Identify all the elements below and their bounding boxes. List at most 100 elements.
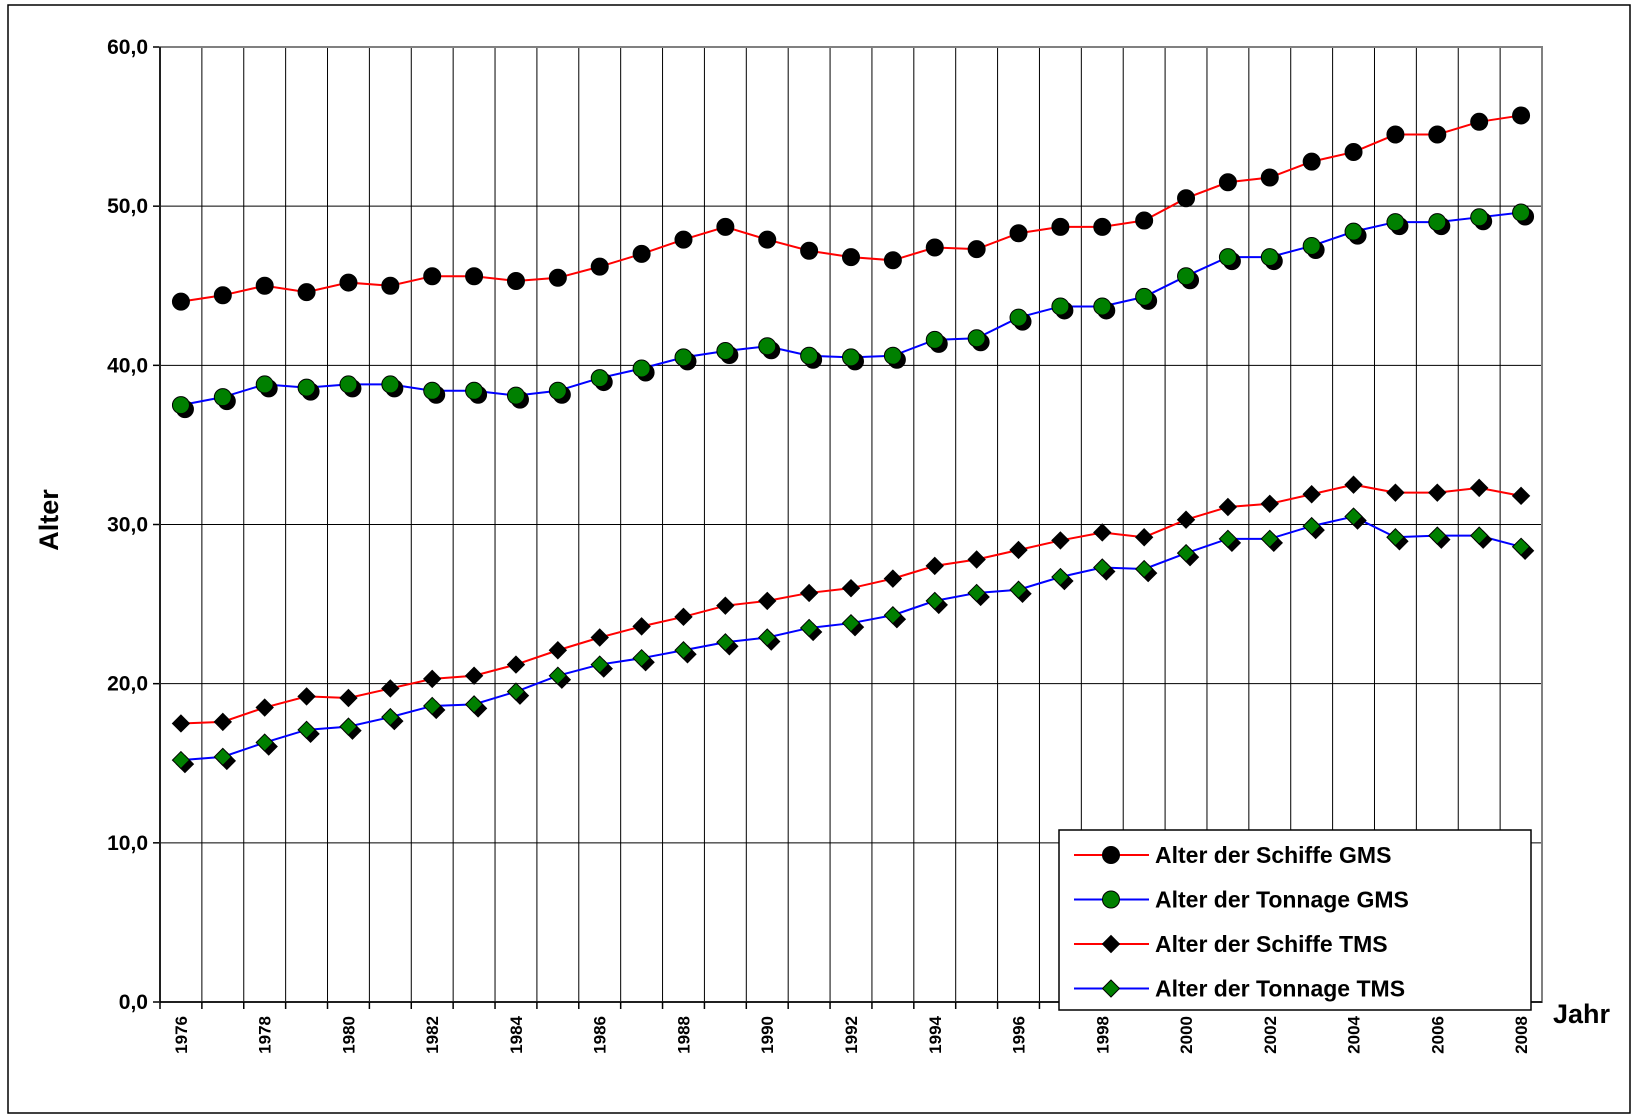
legend-label: Alter der Schiffe TMS [1155, 931, 1388, 957]
data-point [381, 276, 400, 295]
data-point [255, 698, 274, 717]
data-point [423, 267, 442, 286]
data-point [674, 348, 693, 367]
data-point [381, 707, 400, 727]
data-point [967, 240, 986, 259]
y-tick-label: 50,0 [107, 195, 148, 218]
data-point [925, 591, 944, 611]
data-point [758, 628, 777, 647]
y-tick-label: 40,0 [107, 354, 148, 377]
data-point [339, 717, 358, 736]
data-point [1093, 217, 1112, 236]
legend-marker [1101, 934, 1121, 954]
data-point [1386, 483, 1405, 502]
data-point [339, 688, 358, 708]
data-point [800, 346, 819, 365]
data-point [297, 378, 316, 397]
x-tick-label: 2004 [1345, 1015, 1364, 1053]
data-point [1469, 478, 1489, 498]
x-tick-label: 1988 [674, 1016, 693, 1054]
legend-marker [1102, 890, 1120, 909]
data-point [967, 550, 986, 569]
legend-label: Alter der Schiffe GMS [1155, 842, 1391, 868]
data-point [1260, 248, 1279, 267]
data-point [925, 238, 944, 257]
data-point [716, 633, 735, 652]
data-point [297, 687, 316, 706]
data-point [1051, 217, 1070, 236]
data-point [1093, 558, 1112, 577]
data-point [465, 381, 484, 400]
data-point [423, 381, 442, 400]
y-tick-label: 30,0 [107, 514, 148, 537]
data-point [1428, 213, 1447, 232]
data-point [1344, 507, 1363, 526]
data-point [1177, 267, 1196, 286]
data-point [632, 244, 651, 263]
data-point [1344, 222, 1363, 241]
data-point [590, 369, 609, 388]
x-tick-label: 2002 [1261, 1016, 1280, 1054]
data-point [883, 346, 902, 365]
x-axis-label: Jahr [1553, 999, 1611, 1029]
data-point [1218, 529, 1238, 549]
data-point [1093, 297, 1112, 316]
data-point [255, 733, 274, 752]
data-point [1260, 494, 1279, 514]
data-point [1470, 112, 1489, 131]
data-point [1344, 475, 1363, 494]
x-tick-label: 2006 [1428, 1016, 1447, 1054]
data-point [339, 375, 358, 394]
legend [1058, 829, 1532, 1011]
data-point [883, 569, 903, 588]
data-point [423, 669, 442, 689]
data-point [590, 257, 609, 276]
data-point [716, 217, 735, 236]
data-point [842, 248, 860, 267]
data-point [1218, 173, 1237, 192]
legend-marker [1102, 846, 1120, 864]
data-point [464, 666, 484, 685]
data-point [674, 230, 693, 249]
data-point [1009, 308, 1028, 327]
data-point [1386, 125, 1405, 144]
data-point [841, 613, 861, 633]
data-point [1428, 125, 1447, 144]
data-point [213, 388, 232, 407]
data-point [1176, 543, 1196, 563]
data-point [1511, 537, 1531, 556]
data-point [1009, 224, 1028, 243]
data-point [255, 375, 274, 394]
data-point [548, 641, 568, 660]
data-point [1302, 236, 1321, 255]
x-tick-label: 1978 [256, 1016, 275, 1054]
data-point [632, 359, 651, 378]
y-tick-label: 10,0 [107, 832, 148, 855]
data-point [925, 556, 944, 576]
data-point [1302, 485, 1321, 504]
data-point [1302, 516, 1321, 536]
data-point [716, 342, 735, 361]
data-point [1134, 528, 1154, 547]
x-tick-label: 1990 [758, 1016, 777, 1054]
data-point [381, 375, 400, 394]
y-tick-label: 20,0 [107, 673, 148, 696]
data-point [1260, 168, 1279, 187]
data-point [1009, 540, 1028, 560]
data-point [1428, 526, 1447, 545]
data-point [674, 607, 693, 627]
data-point [1218, 248, 1237, 267]
x-tick-label: 1992 [842, 1016, 861, 1054]
data-point [1135, 287, 1154, 306]
data-point [213, 747, 233, 767]
legend-label: Alter der Tonnage TMS [1155, 976, 1405, 1002]
data-point [758, 230, 777, 249]
data-point [1134, 559, 1154, 579]
data-point [1428, 483, 1447, 502]
data-point [883, 251, 902, 270]
x-tick-label: 1994 [926, 1015, 945, 1053]
data-point [674, 641, 693, 660]
data-point [1469, 526, 1489, 545]
data-point [1386, 528, 1405, 547]
data-point [465, 267, 484, 286]
